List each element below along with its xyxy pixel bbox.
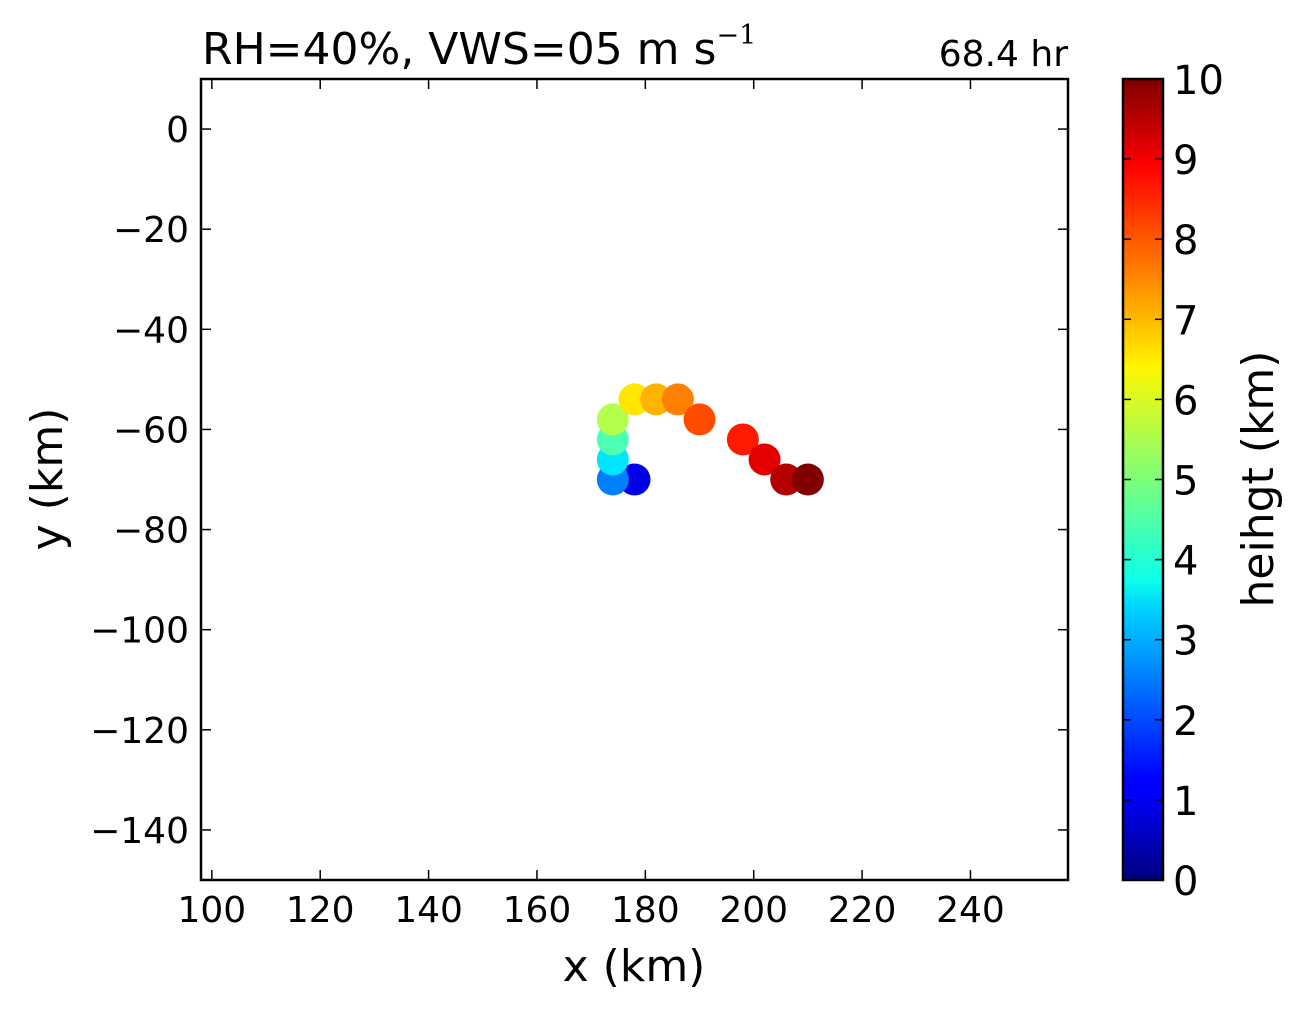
x-tick-label: 240	[936, 890, 1005, 931]
colorbar-tick-label: 5	[1173, 459, 1198, 505]
x-tick-label: 100	[177, 890, 246, 931]
x-tick-label: 120	[286, 890, 355, 931]
y-tick-label: −80	[113, 511, 189, 552]
y-axis-label: y (km)	[22, 408, 73, 551]
colorbar-tick-label: 3	[1173, 619, 1198, 665]
data-point	[726, 423, 759, 456]
y-tick-label: −20	[113, 210, 189, 251]
y-tick-label: −60	[113, 410, 189, 451]
colorbar-ticks: 0 1 2 3 4 5 6 7 8 9 10	[1123, 58, 1224, 905]
y-tick-label: −120	[90, 711, 189, 752]
data-point	[748, 443, 781, 476]
colorbar-tick-label: 1	[1173, 779, 1198, 825]
y-tick-label: 0	[166, 110, 189, 151]
colorbar-label: heihgt (km)	[1233, 351, 1284, 608]
x-tick-label: 180	[611, 890, 680, 931]
data-points	[596, 383, 824, 496]
chart-title-text: RH=40%, VWS=05 m s	[202, 24, 716, 75]
x-tick-label: 160	[503, 890, 572, 931]
x-axis-label: x (km)	[563, 941, 706, 992]
colorbar-tick-label: 8	[1173, 218, 1198, 264]
axis-ticks: 100 120 140 160 180 200 220 240 0 −20 −40 −60 −80 −10…	[90, 79, 1068, 931]
data-point	[596, 403, 629, 436]
colorbar-tick-label: 9	[1173, 138, 1198, 184]
colorbar-tick-label: 2	[1173, 699, 1198, 745]
colorbar-tick-label: 10	[1173, 58, 1224, 104]
chart-title: RH=40%, VWS=05 m s−1	[202, 20, 756, 75]
data-point	[683, 403, 716, 436]
colorbar-tick-label: 7	[1173, 298, 1198, 344]
chart-title-superscript: −1	[716, 20, 756, 51]
data-point	[661, 383, 694, 416]
colorbar-tick-label: 4	[1173, 539, 1198, 585]
x-tick-label: 200	[719, 890, 788, 931]
data-point	[791, 463, 824, 496]
colorbar-tick-label: 0	[1173, 859, 1198, 905]
y-tick-label: −100	[90, 611, 189, 652]
x-tick-label: 220	[828, 890, 897, 931]
y-tick-label: −40	[113, 310, 189, 351]
y-tick-label: −140	[90, 811, 189, 852]
plot-frame	[199, 77, 1070, 882]
time-label: 68.4 hr	[939, 34, 1068, 75]
colorbar-tick-label: 6	[1173, 378, 1198, 424]
x-tick-label: 140	[394, 890, 463, 931]
